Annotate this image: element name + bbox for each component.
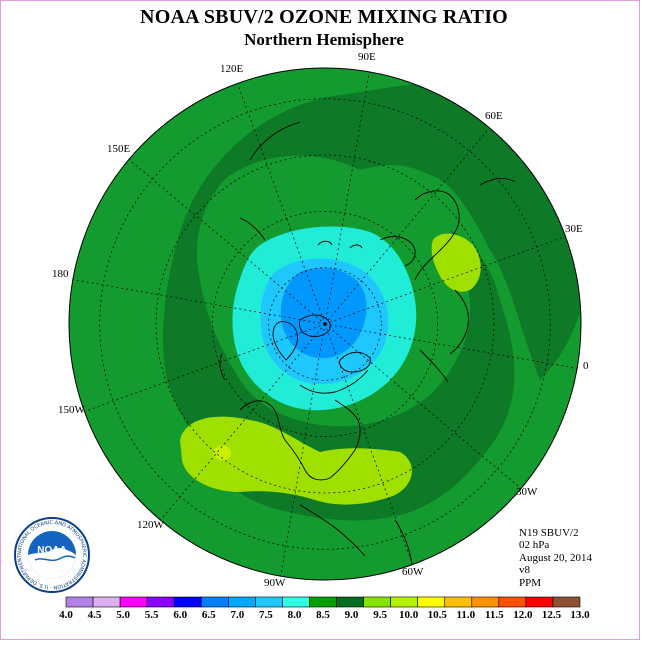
colorbar-swatch-5.5: [146, 596, 175, 608]
latitude-circle-1: [268, 267, 382, 381]
region-7.0: [280, 267, 367, 359]
lon-label-120w: 120W: [137, 519, 164, 531]
colorbar-label: 12.5: [541, 609, 562, 621]
pressure-level: 02 hPa: [519, 539, 550, 552]
colorbar-label: 11.0: [456, 609, 476, 621]
colorbar-swatch-12.0: [498, 596, 527, 608]
svg-text:NOAA: NOAA: [37, 545, 66, 556]
colorbar-label: 5.5: [144, 609, 159, 621]
region-9.5-asia: [431, 233, 481, 292]
lon-label-90w: 90W: [264, 577, 286, 589]
lon-label-60w: 60W: [402, 566, 424, 578]
colorbar-swatch-13.0: [552, 596, 581, 608]
colorbar-swatch-9.5: [363, 596, 391, 608]
colorbar-label: 7.0: [230, 609, 245, 621]
colorbar-label: 8.0: [287, 609, 302, 621]
colorbar-label: 8.5: [316, 609, 330, 621]
colorbar-swatch-6.5: [200, 596, 229, 608]
lon-label-90e: 90E: [358, 51, 376, 63]
lon-label-0: 0: [583, 360, 589, 372]
colorbar-label: 10.0: [399, 609, 419, 621]
lon-label-30w: 30W: [516, 486, 538, 498]
ozone-field: [69, 68, 581, 580]
colorbar-label: 10.5: [427, 609, 447, 621]
page-frame: [0, 0, 640, 640]
colorbar-swatch-12.5: [525, 596, 554, 608]
colorbar-label: 6.5: [201, 609, 216, 621]
colorbar: [65, 596, 581, 608]
colorbar-swatch-7.5: [255, 596, 283, 608]
lon-label-30e: 30E: [565, 223, 583, 235]
colorbar-swatch-10.5: [417, 596, 446, 608]
region-9.5-atlantic: [180, 416, 412, 505]
colorbar-swatch-7.0: [228, 596, 256, 608]
colorbar-label: 5.0: [116, 609, 130, 621]
graticule: [72, 71, 578, 577]
colorbar-swatch-4.0: [65, 596, 94, 608]
colorbar-swatch-11.5: [471, 596, 500, 608]
region-9.0: [163, 80, 581, 521]
colorbar-label: 6.0: [173, 609, 188, 621]
latitude-circle-2: [212, 211, 438, 437]
colorbar-swatch-6.0: [173, 596, 202, 608]
colorbar-swatch-11.0: [444, 596, 473, 608]
colorbar-swatch-10.0: [390, 596, 418, 608]
lon-label-150e: 150E: [107, 143, 131, 155]
lon-label-180: 180: [52, 268, 69, 280]
version-label: v8: [519, 564, 530, 577]
product-info: N19 SBUV/2 02 hPa August 20, 2014 v8 PPM: [519, 527, 592, 589]
noaa-logo: NATIONAL OCEANIC AND ATMOSPHERIC ADMINIS…: [13, 516, 90, 593]
lon-label-120e: 120E: [220, 63, 244, 75]
colorbar-label: 9.5: [373, 609, 387, 621]
colorbar-label: 12.0: [513, 609, 533, 621]
lon-label-60e: 60E: [485, 110, 503, 122]
lon-label-150w: 150W: [58, 404, 85, 416]
colorbar-label: 9.0: [344, 609, 359, 621]
satellite-label: N19 SBUV/2: [519, 527, 579, 539]
colorbar-label: 7.5: [259, 609, 273, 621]
region-10.0-patch: [213, 445, 232, 461]
colorbar-swatch-4.5: [92, 596, 121, 608]
coastlines: [219, 121, 516, 566]
colorbar-label: 13.0: [570, 609, 590, 621]
units-label: PPM: [519, 576, 542, 589]
date-label: August 20, 2014: [519, 551, 593, 564]
colorbar-swatch-8.5: [309, 596, 337, 608]
colorbar-label: 4.5: [87, 609, 102, 621]
latitude-circle-4: [99, 98, 551, 550]
map-title: NOAA SBUV/2 OZONE MIXING RATIO: [140, 6, 508, 28]
latitude-circle-3: [155, 154, 495, 494]
colorbar-swatch-8.0: [282, 596, 310, 608]
colorbar-label: 11.5: [485, 609, 504, 621]
colorbar-label: 4.0: [59, 609, 73, 621]
map-subtitle: Northern Hemisphere: [244, 30, 404, 49]
map-boundary: [68, 67, 582, 581]
colorbar-swatch-9.0: [336, 596, 364, 608]
colorbar-swatch-5.0: [119, 596, 148, 608]
